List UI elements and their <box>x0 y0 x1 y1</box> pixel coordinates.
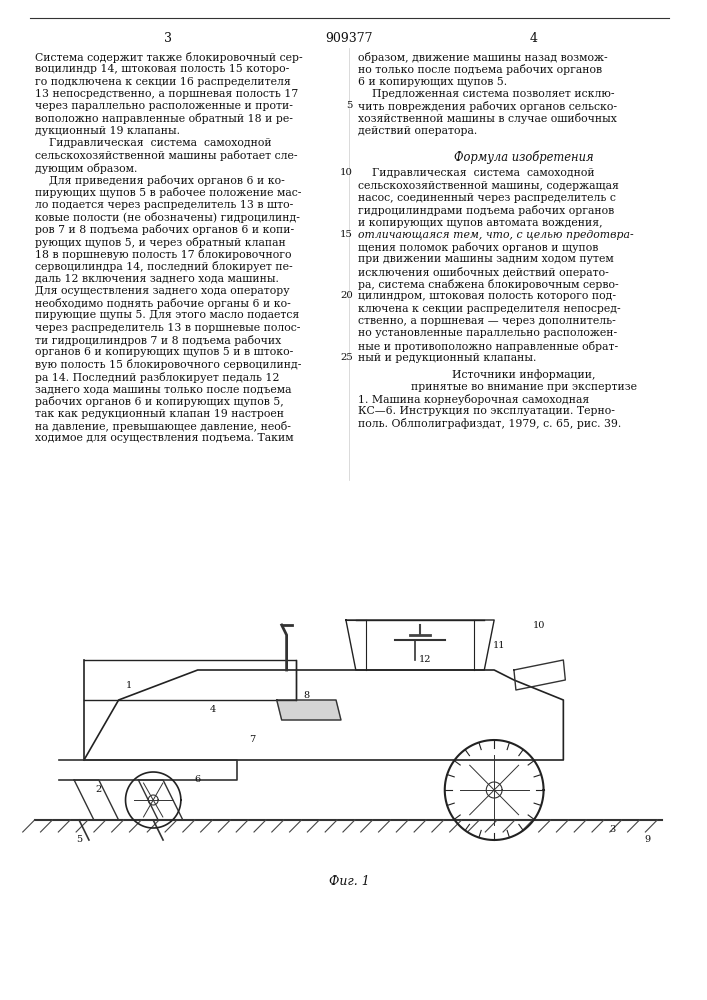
Text: на давление, превышающее давление, необ-: на давление, превышающее давление, необ- <box>35 421 291 432</box>
Text: сервоцилиндра 14, последний блокирует пе-: сервоцилиндра 14, последний блокирует пе… <box>35 261 292 272</box>
Text: насос, соединенный через распределитель с: насос, соединенный через распределитель … <box>358 193 616 203</box>
Text: даль 12 включения заднего хода машины.: даль 12 включения заднего хода машины. <box>35 273 279 283</box>
Text: действий оператора.: действий оператора. <box>358 126 477 136</box>
Text: ковые полости (не обозначены) гидроцилинд-: ковые полости (не обозначены) гидроцилин… <box>35 212 300 223</box>
Text: ти гидроцилиндров 7 и 8 подъема рабочих: ти гидроцилиндров 7 и 8 подъема рабочих <box>35 335 281 346</box>
Text: Формула изобретения: Формула изобретения <box>454 150 594 164</box>
Text: 18 в поршневую полость 17 блокировочного: 18 в поршневую полость 17 блокировочного <box>35 249 291 260</box>
Text: 3: 3 <box>164 32 172 45</box>
Text: воположно направленные обратный 18 и ре-: воположно направленные обратный 18 и ре- <box>35 113 293 124</box>
Text: отличающаяся тем, что, с целью предотвра-: отличающаяся тем, что, с целью предотвра… <box>358 230 633 240</box>
Text: 6 и копирующих щупов 5.: 6 и копирующих щупов 5. <box>358 77 507 87</box>
Text: и копирующих щупов автомата вождения,: и копирующих щупов автомата вождения, <box>358 218 602 228</box>
Text: КС—6. Инструкция по эксплуатации. Терно-: КС—6. Инструкция по эксплуатации. Терно- <box>358 406 614 416</box>
Text: исключения ошибочных действий операто-: исключения ошибочных действий операто- <box>358 267 609 278</box>
Text: Источники информации,: Источники информации, <box>452 369 595 380</box>
Text: го подключена к секции 16 распределителя: го подключена к секции 16 распределителя <box>35 77 291 87</box>
Text: щения поломок рабочих органов и щупов: щения поломок рабочих органов и щупов <box>358 242 598 253</box>
Text: 5: 5 <box>76 836 82 844</box>
Text: Система содержит также блокировочный сер-: Система содержит также блокировочный сер… <box>35 52 302 63</box>
Text: 10: 10 <box>532 620 545 630</box>
Text: ключена к секции распределителя непосред-: ключена к секции распределителя непосред… <box>358 304 621 314</box>
Text: 25: 25 <box>340 353 353 362</box>
Text: 10: 10 <box>340 168 353 177</box>
Text: органов 6 и копирующих щупов 5 и в штоко-: органов 6 и копирующих щупов 5 и в штоко… <box>35 347 293 357</box>
Text: 5: 5 <box>346 101 353 110</box>
Text: рующих щупов 5, и через обратный клапан: рующих щупов 5, и через обратный клапан <box>35 236 286 247</box>
Text: необходимо поднять рабочие органы 6 и ко-: необходимо поднять рабочие органы 6 и ко… <box>35 298 291 309</box>
Text: заднего хода машины только после подъема: заднего хода машины только после подъема <box>35 384 291 394</box>
Text: 6: 6 <box>194 776 201 784</box>
Text: Фиг. 1: Фиг. 1 <box>329 875 369 888</box>
Text: 7: 7 <box>249 736 255 744</box>
Text: 15: 15 <box>340 230 353 239</box>
Text: ходимое для осуществления подъема. Таким: ходимое для осуществления подъема. Таким <box>35 433 293 443</box>
Text: так как редукционный клапан 19 настроен: так как редукционный клапан 19 настроен <box>35 409 284 419</box>
Text: ственно, а поршневая — через дополнитель-: ственно, а поршневая — через дополнитель… <box>358 316 616 326</box>
Text: Гидравлическая  система  самоходной: Гидравлическая система самоходной <box>35 138 271 148</box>
Text: 4: 4 <box>530 32 538 45</box>
Text: принятые во внимание при экспертизе: принятые во внимание при экспертизе <box>411 381 637 391</box>
Text: через распределитель 13 в поршневые полос-: через распределитель 13 в поршневые поло… <box>35 323 300 333</box>
Text: вую полость 15 блокировочного сервоцилинд-: вую полость 15 блокировочного сервоцилин… <box>35 360 301 370</box>
Text: 13 непосредственно, а поршневая полость 17: 13 непосредственно, а поршневая полость … <box>35 89 298 99</box>
Text: цилиндром, штоковая полость которого под-: цилиндром, штоковая полость которого под… <box>358 291 616 301</box>
Text: Гидравлическая  система  самоходной: Гидравлическая система самоходной <box>358 168 595 178</box>
Text: чить повреждения рабочих органов сельско-: чить повреждения рабочих органов сельско… <box>358 101 617 112</box>
Text: образом, движение машины назад возмож-: образом, движение машины назад возмож- <box>358 52 607 63</box>
Text: ный и редукционный клапаны.: ный и редукционный клапаны. <box>358 353 536 363</box>
Text: Предложенная система позволяет исклю-: Предложенная система позволяет исклю- <box>358 89 614 99</box>
Text: ло подается через распределитель 13 в што-: ло подается через распределитель 13 в шт… <box>35 200 293 210</box>
Text: гидроцилиндрами подъема рабочих органов: гидроцилиндрами подъема рабочих органов <box>358 205 614 216</box>
Text: 11: 11 <box>493 641 506 650</box>
Text: 1: 1 <box>125 680 132 690</box>
Text: дующим образом.: дующим образом. <box>35 163 137 174</box>
Text: сельскохозяйственной машины работает сле-: сельскохозяйственной машины работает сле… <box>35 150 297 161</box>
Text: 12: 12 <box>419 656 431 664</box>
Text: 1. Машина корнеуборочная самоходная: 1. Машина корнеуборочная самоходная <box>358 394 589 405</box>
Text: 8: 8 <box>303 690 310 700</box>
Text: воцилиндр 14, штоковая полость 15 которо-: воцилиндр 14, штоковая полость 15 которо… <box>35 64 289 74</box>
Text: 909377: 909377 <box>325 32 373 45</box>
Text: но установленные параллельно расположен-: но установленные параллельно расположен- <box>358 328 617 338</box>
Text: рабочих органов 6 и копирующих щупов 5,: рабочих органов 6 и копирующих щупов 5, <box>35 396 284 407</box>
Text: Для приведения рабочих органов 6 и ко-: Для приведения рабочих органов 6 и ко- <box>35 175 284 186</box>
Text: 20: 20 <box>340 291 353 300</box>
Text: пирующие щупы 5. Для этого масло подается: пирующие щупы 5. Для этого масло подаетс… <box>35 310 299 320</box>
Text: но только после подъема рабочих органов: но только после подъема рабочих органов <box>358 64 602 75</box>
Text: сельскохозяйственной машины, содержащая: сельскохозяйственной машины, содержащая <box>358 181 619 191</box>
Polygon shape <box>276 700 341 720</box>
Text: при движении машины задним ходом путем: при движении машины задним ходом путем <box>358 254 614 264</box>
Text: через параллельно расположенные и проти-: через параллельно расположенные и проти- <box>35 101 293 111</box>
Text: 4: 4 <box>209 706 216 714</box>
Text: ные и противоположно направленные обрат-: ные и противоположно направленные обрат- <box>358 341 618 352</box>
Text: 3: 3 <box>609 826 616 834</box>
Text: 9: 9 <box>644 836 650 844</box>
Text: ров 7 и 8 подъема рабочих органов 6 и копи-: ров 7 и 8 подъема рабочих органов 6 и ко… <box>35 224 293 235</box>
Text: дукционный 19 клапаны.: дукционный 19 клапаны. <box>35 126 180 136</box>
Text: пирующих щупов 5 в рабочее положение мас-: пирующих щупов 5 в рабочее положение мас… <box>35 187 301 198</box>
Text: хозяйственной машины в случае ошибочных: хозяйственной машины в случае ошибочных <box>358 113 617 124</box>
Text: поль. Облполиграфиздат, 1979, с. 65, рис. 39.: поль. Облполиграфиздат, 1979, с. 65, рис… <box>358 418 621 429</box>
Text: 2: 2 <box>95 786 102 794</box>
Text: Для осуществления заднего хода оператору: Для осуществления заднего хода оператору <box>35 286 289 296</box>
Text: ра 14. Последний разблокирует педаль 12: ра 14. Последний разблокирует педаль 12 <box>35 372 279 383</box>
Text: ра, система снабжена блокировочным серво-: ра, система снабжена блокировочным серво… <box>358 279 619 290</box>
